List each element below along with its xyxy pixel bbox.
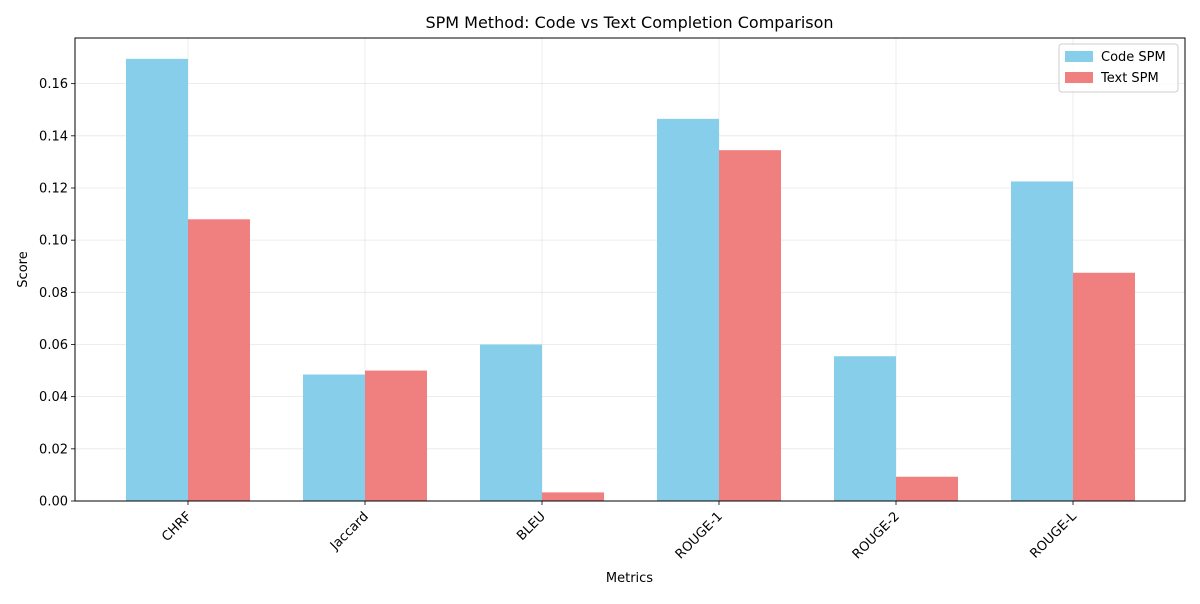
plot-frame xyxy=(74,37,1186,502)
bar-text-spm-rouge-2 xyxy=(896,476,958,501)
bar-code-spm-rouge-2 xyxy=(834,356,896,501)
bar-code-spm-bleu xyxy=(480,344,542,501)
x-axis-label: Metrics xyxy=(606,571,653,586)
y-axis-ticks: 0.00 0.02 0.04 0.06 0.08 0.10 0.12 0.14 0.16 xyxy=(39,77,75,510)
bar-text-spm-jaccard xyxy=(365,370,427,501)
bar-code-spm-rouge-1 xyxy=(657,118,719,501)
y-tick-label: 0.10 xyxy=(39,234,68,249)
y-tick-label: 0.06 xyxy=(39,338,68,353)
legend-label: Text SPM xyxy=(1100,71,1159,86)
chart-title: SPM Method: Code vs Text Completion Comp… xyxy=(425,13,833,32)
bar-text-spm-bleu xyxy=(542,492,604,501)
bar-text-spm-rouge-1 xyxy=(719,150,781,501)
y-axis-label: Score xyxy=(16,251,31,287)
bar-text-spm-chrf xyxy=(188,219,250,501)
x-tick-label: CHRF xyxy=(159,509,195,545)
bar-code-spm-jaccard xyxy=(303,374,365,501)
y-tick-label: 0.04 xyxy=(39,390,68,405)
axes xyxy=(74,37,1186,502)
y-tick-label: 0.08 xyxy=(39,286,68,301)
legend-swatch xyxy=(1065,51,1093,62)
y-tick-label: 0.14 xyxy=(39,129,68,144)
y-tick-label: 0.12 xyxy=(39,181,68,196)
bars xyxy=(126,58,1135,501)
x-tick-label: BLEU xyxy=(514,509,549,544)
bar-text-spm-rouge-l xyxy=(1073,272,1135,501)
y-tick-label: 0.00 xyxy=(39,495,68,510)
y-tick-label: 0.16 xyxy=(39,77,68,92)
bar-code-spm-rouge-l xyxy=(1011,181,1073,501)
legend-label: Code SPM xyxy=(1101,50,1166,65)
legend: Code SPM Text SPM xyxy=(1058,43,1179,93)
x-axis-ticks: CHRF Jaccard BLEU ROUGE-1 ROUGE-2 ROUGE-L xyxy=(159,501,1080,562)
bar-code-spm-chrf xyxy=(126,58,188,501)
x-tick-label: ROUGE-2 xyxy=(850,509,903,562)
x-tick-label: Jaccard xyxy=(327,509,372,554)
x-tick-label: ROUGE-L xyxy=(1027,509,1080,562)
x-tick-label: ROUGE-1 xyxy=(673,509,726,562)
legend-swatch xyxy=(1065,72,1093,83)
y-tick-label: 0.02 xyxy=(39,442,68,457)
